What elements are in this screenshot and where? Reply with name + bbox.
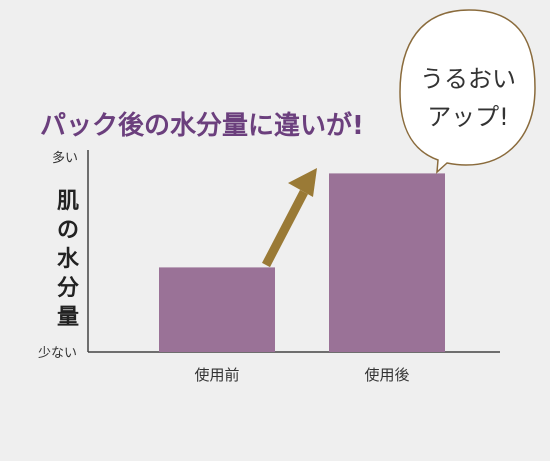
- x-tick-label: 使用後: [364, 366, 409, 384]
- callout-line-1: うるおい: [420, 65, 516, 93]
- y-tick-high: 多い: [52, 150, 78, 166]
- callout-line-2: アップ!: [427, 103, 509, 131]
- y-label-char: 量: [57, 305, 79, 330]
- chart-title: パック後の水分量に違いが!: [40, 110, 364, 141]
- y-label-char: 肌: [57, 189, 79, 214]
- bars-group: [159, 173, 445, 352]
- x-tick-label: 使用前: [194, 366, 239, 384]
- x-tick-labels: 使用前 使用後: [194, 366, 409, 384]
- callout-bubble: うるおい アップ!: [399, 9, 536, 174]
- y-label-char: 分: [57, 276, 79, 301]
- y-label-char: の: [57, 218, 79, 243]
- bar-1: [159, 267, 275, 352]
- y-label-char: 水: [57, 247, 80, 272]
- bar-2: [329, 173, 445, 352]
- increase-arrow-icon: [262, 168, 317, 268]
- y-tick-low: 少ない: [38, 346, 77, 361]
